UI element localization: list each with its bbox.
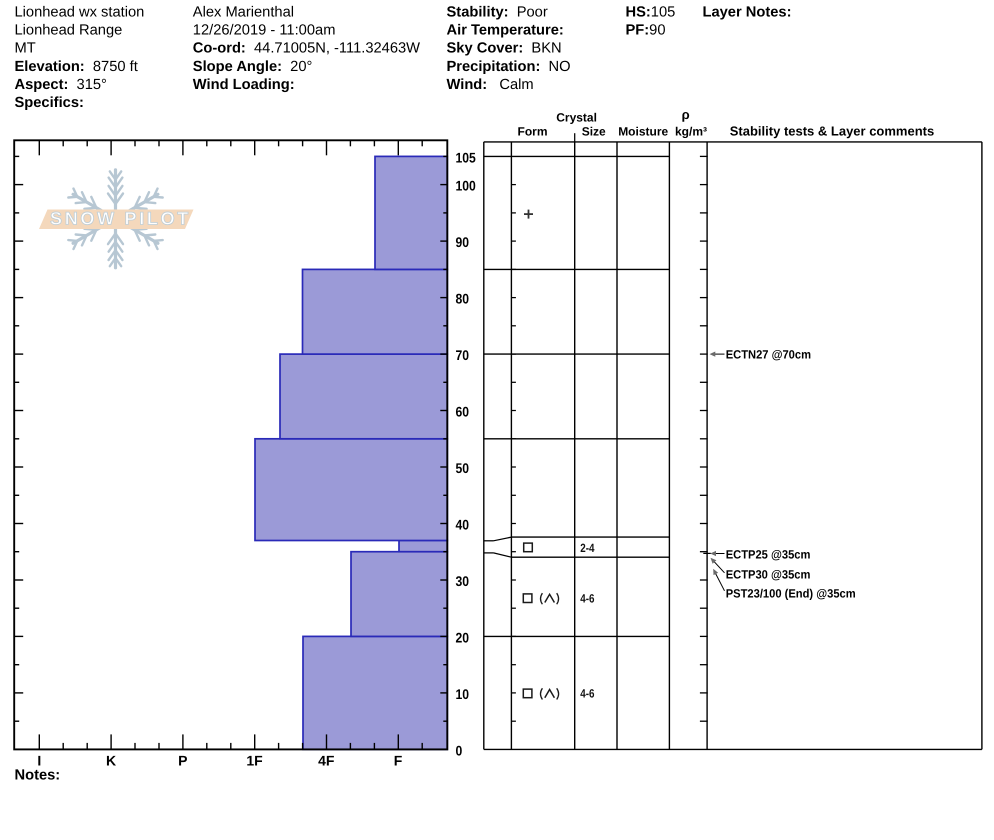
svg-text:Wind Loading:: Wind Loading: [193, 77, 295, 93]
svg-text:2-4: 2-4 [580, 541, 594, 555]
svg-text:90: 90 [456, 234, 470, 250]
svg-text:Stability: Poor: Stability: Poor [447, 5, 548, 21]
svg-text:30: 30 [456, 573, 470, 589]
svg-text:10: 10 [456, 686, 470, 702]
svg-text:K: K [106, 752, 116, 768]
svg-text:Sky Cover: BKN: Sky Cover: BKN [447, 41, 562, 57]
svg-text:50: 50 [456, 460, 470, 476]
svg-text:4-6: 4-6 [580, 687, 594, 701]
svg-text:I: I [37, 752, 41, 768]
svg-text:Lionhead Range: Lionhead Range [15, 23, 123, 39]
svg-text:Crystal: Crystal [556, 111, 597, 125]
svg-text:PF:90: PF:90 [626, 23, 666, 39]
svg-text:4F: 4F [318, 752, 335, 768]
svg-text:ρ: ρ [682, 107, 690, 122]
svg-text:P: P [178, 752, 187, 768]
svg-text:100: 100 [456, 178, 477, 194]
svg-text:Wind: Calm: Wind: Calm [447, 77, 534, 93]
svg-text:60: 60 [456, 404, 470, 420]
svg-text:kg/m³: kg/m³ [675, 125, 707, 139]
svg-text:Moisture: Moisture [618, 125, 668, 139]
svg-text:ECTP25 @35cm: ECTP25 @35cm [726, 548, 811, 562]
svg-text:80: 80 [456, 291, 470, 307]
svg-text:SNOW PILOT: SNOW PILOT [50, 209, 191, 229]
svg-text:ECTN27 @70cm: ECTN27 @70cm [726, 347, 811, 361]
svg-text:20: 20 [456, 630, 470, 646]
svg-text:Specifics:: Specifics: [15, 95, 84, 111]
svg-text:Size: Size [582, 125, 606, 139]
svg-text:Layer Notes:: Layer Notes: [703, 5, 792, 21]
svg-text:Lionhead wx station: Lionhead wx station [15, 5, 145, 21]
svg-text:F: F [394, 752, 403, 768]
svg-text:0: 0 [456, 743, 463, 759]
svg-text:Stability tests & Layer commen: Stability tests & Layer comments [730, 124, 934, 139]
svg-text:Notes:: Notes: [15, 768, 61, 784]
svg-text:40: 40 [456, 517, 470, 533]
svg-text:PST23/100 (End) @35cm: PST23/100 (End) @35cm [726, 587, 856, 601]
svg-text:ECTP30 @35cm: ECTP30 @35cm [726, 568, 811, 582]
svg-text:Form: Form [518, 125, 548, 139]
svg-text:Precipitation: NO: Precipitation: NO [447, 59, 571, 75]
svg-text:HS:105: HS:105 [626, 5, 676, 21]
svg-text:Co-ord: 44.71005N, -111.32463: Co-ord: 44.71005N, -111.32463W [193, 41, 420, 57]
svg-text:MT: MT [15, 41, 36, 57]
svg-text:Slope Angle: 20°: Slope Angle: 20° [193, 59, 313, 75]
svg-text:Alex Marienthal: Alex Marienthal [193, 5, 294, 21]
svg-text:Elevation: 8750 ft: Elevation: 8750 ft [15, 59, 138, 75]
svg-text:70: 70 [456, 347, 470, 363]
svg-text:1F: 1F [246, 752, 263, 768]
svg-text:Air Temperature:: Air Temperature: [447, 23, 564, 39]
svg-text:Aspect: 315°: Aspect: 315° [15, 77, 107, 93]
svg-text:12/26/2019 - 11:00am: 12/26/2019 - 11:00am [193, 23, 336, 39]
svg-text:4-6: 4-6 [580, 592, 594, 606]
svg-text:105: 105 [456, 150, 477, 166]
